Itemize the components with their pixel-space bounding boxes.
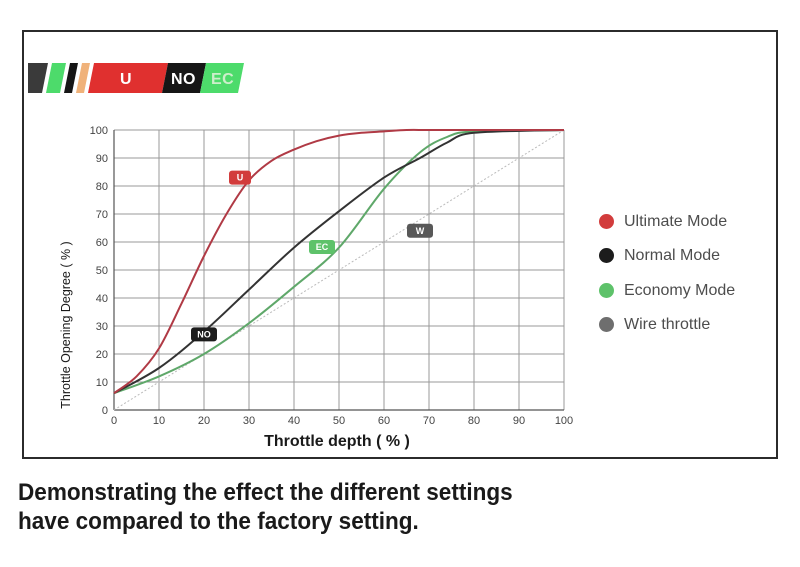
- svg-text:90: 90: [96, 153, 108, 165]
- svg-text:80: 80: [96, 181, 108, 193]
- svg-text:U: U: [237, 173, 244, 183]
- svg-text:10: 10: [153, 415, 165, 427]
- svg-text:80: 80: [468, 415, 480, 427]
- svg-text:100: 100: [555, 415, 573, 427]
- svg-text:Throttle Opening Degree ( % ): Throttle Opening Degree ( % ): [59, 241, 73, 408]
- svg-text:70: 70: [423, 415, 435, 427]
- svg-text:0: 0: [111, 415, 117, 427]
- svg-text:NO: NO: [197, 329, 211, 339]
- svg-text:20: 20: [96, 349, 108, 361]
- svg-text:70: 70: [96, 209, 108, 221]
- svg-text:Throttle depth ( % ): Throttle depth ( % ): [264, 433, 410, 450]
- svg-text:40: 40: [96, 293, 108, 305]
- svg-text:50: 50: [333, 415, 345, 427]
- svg-text:30: 30: [96, 321, 108, 333]
- svg-text:50: 50: [96, 265, 108, 277]
- svg-text:60: 60: [96, 237, 108, 249]
- svg-text:EC: EC: [316, 242, 329, 252]
- svg-text:20: 20: [198, 415, 210, 427]
- svg-text:10: 10: [96, 377, 108, 389]
- svg-text:30: 30: [243, 415, 255, 427]
- svg-text:W: W: [416, 226, 425, 236]
- svg-text:60: 60: [378, 415, 390, 427]
- svg-text:100: 100: [90, 125, 108, 137]
- svg-text:0: 0: [102, 405, 108, 417]
- svg-text:90: 90: [513, 415, 525, 427]
- svg-text:40: 40: [288, 415, 300, 427]
